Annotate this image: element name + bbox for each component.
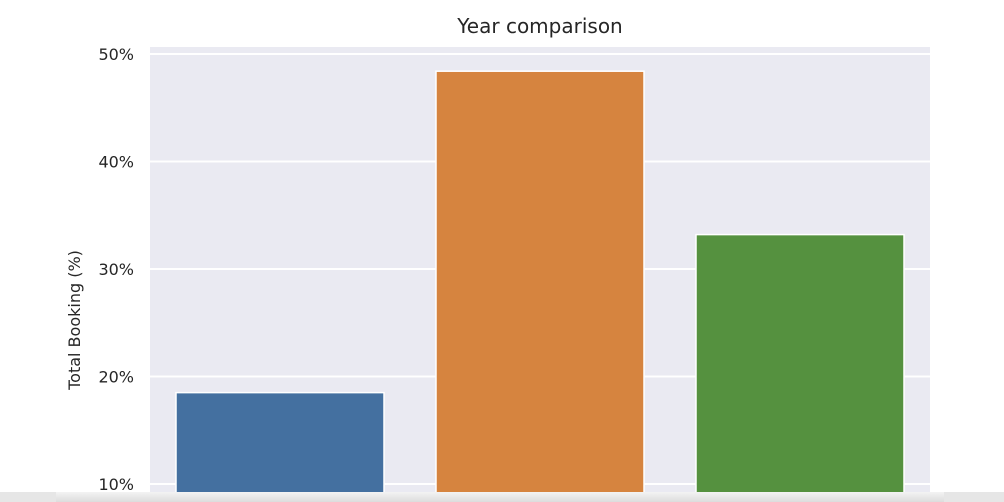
y-axis-label: Total Booking (%) <box>65 250 84 391</box>
y-tick-label: 10% <box>98 475 134 494</box>
y-tick-label: 50% <box>98 45 134 64</box>
bar-2 <box>435 70 645 502</box>
y-tick-label: 30% <box>98 260 134 279</box>
chart-title: Year comparison <box>456 14 622 38</box>
window-bottom-edge <box>0 492 1004 502</box>
bar-3 <box>695 233 905 502</box>
y-tick-label: 40% <box>98 153 134 172</box>
y-axis: 10% 20% 30% 40% 50% <box>98 45 134 494</box>
bar-1 <box>175 391 385 502</box>
window-bottom-edge-left <box>0 492 56 502</box>
y-tick-label: 20% <box>98 368 134 387</box>
window-bottom-edge-right <box>944 492 1004 502</box>
bars <box>175 70 905 502</box>
